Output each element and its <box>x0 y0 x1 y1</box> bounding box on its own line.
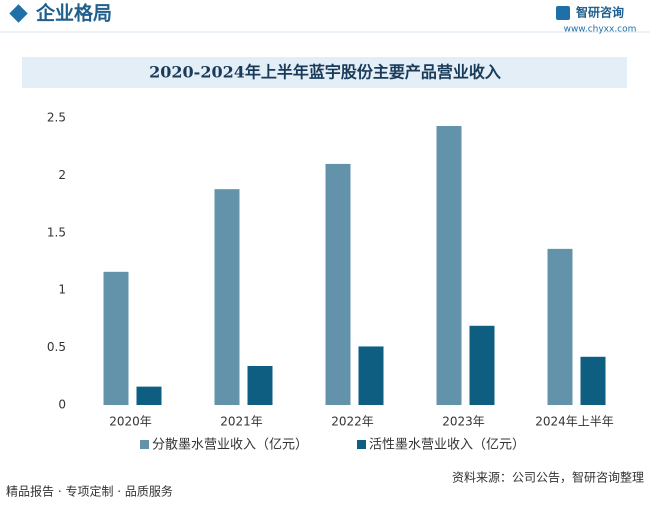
x-tick-label: 2024年上半年 <box>535 415 614 429</box>
plot: 0 0.5 1 1.5 2 2.5 2020年 2021年 2022年 2023年 2024年上半年… <box>47 111 614 453</box>
legend-label: 活性墨水营业收入（亿元） <box>369 438 525 453</box>
logo-icon <box>556 6 570 20</box>
chart-title: 2020-2024年上半年蓝宇股份主要产品营业收入 <box>149 63 501 82</box>
bar <box>469 325 495 405</box>
y-tick-label: 2 <box>58 168 66 182</box>
header-title: 企业格局 <box>35 2 112 25</box>
y-tick-label: 0 <box>58 398 66 412</box>
bar <box>247 365 273 405</box>
x-tick-label: 2023年 <box>442 415 485 429</box>
y-tick-label: 0.5 <box>47 340 66 354</box>
x-tick-label: 2020年 <box>109 415 152 429</box>
bar <box>547 248 573 405</box>
logo-text: 智研咨询 <box>575 5 624 20</box>
header-icon <box>9 4 28 23</box>
website: www.chyxx.com <box>564 25 637 35</box>
x-tick-label: 2021年 <box>220 415 263 429</box>
footer-source: 资料来源：公司公告，智研咨询整理 <box>452 470 644 485</box>
bar <box>136 386 162 405</box>
legend-swatch <box>357 440 366 449</box>
bar <box>580 356 606 405</box>
bar <box>103 271 129 405</box>
title-box <box>22 57 627 88</box>
legend-label: 分散墨水营业收入（亿元） <box>152 438 308 453</box>
bar <box>436 126 462 405</box>
bar <box>214 189 240 405</box>
legend-swatch <box>140 440 149 449</box>
x-tick-label: 2022年 <box>331 415 374 429</box>
bar <box>325 163 351 405</box>
y-tick-label: 1.5 <box>47 225 66 239</box>
bar <box>358 346 384 405</box>
y-tick-label: 2.5 <box>47 111 66 125</box>
footer-bar <box>0 481 650 501</box>
footer-left: 精品报告 · 专项定制 · 品质服务 <box>6 484 173 499</box>
y-tick-label: 1 <box>58 283 66 297</box>
